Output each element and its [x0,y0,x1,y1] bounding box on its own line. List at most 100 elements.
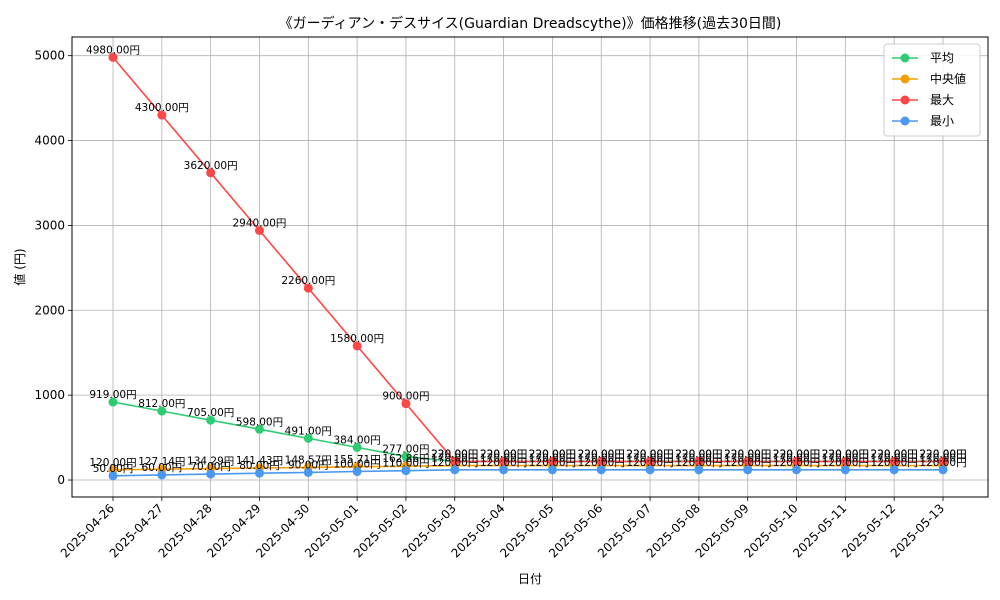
data-point [254,226,264,236]
series-line [112,56,943,463]
data-label: 220.00円 [822,448,869,460]
data-label: 170.00円 [773,453,820,465]
data-label: 220.00円 [675,448,722,460]
data-label: 220.00円 [626,448,673,460]
data-label: 110.00円 [382,458,429,470]
data-label: 919.00円 [89,389,136,401]
y-tick-label: 0 [57,473,65,487]
data-label: 120.00円 [919,457,966,469]
legend-label: 最大 [930,93,954,107]
data-label: 2940.00円 [233,218,287,230]
data-point [889,465,899,475]
data-label: 170.00円 [919,453,966,465]
data-point [889,456,899,466]
data-point [645,465,655,475]
data-point [938,456,948,466]
data-label: 120.00円 [871,457,918,469]
data-label: 4300.00円 [135,102,189,114]
data-point [694,465,704,475]
data-label: 120.00円 [724,457,771,469]
data-label: 220.00円 [626,448,673,460]
data-label: 220.00円 [919,448,966,460]
data-label: 170.00円 [480,453,527,465]
data-label: 220.00円 [431,448,478,460]
data-label: 170.00円 [724,453,771,465]
data-point [694,456,704,466]
data-point [352,442,362,452]
y-tick-label: 1000 [34,388,65,402]
data-label: 220.00円 [773,448,820,460]
data-point [303,283,313,293]
data-point [206,469,216,479]
data-label: 100.00円 [333,459,380,471]
data-label: 120.00円 [822,457,869,469]
data-label: 162.86円 [382,453,429,465]
data-point [792,465,802,475]
data-label: 120.00円 [529,457,576,469]
data-label: 4980.00円 [86,44,140,56]
data-label: 220.00円 [871,448,918,460]
series-line [112,464,943,471]
data-label: 900.00円 [382,391,429,403]
data-label: 3620.00円 [184,160,238,172]
data-label: 120.00円 [626,457,673,469]
data-label: 2260.00円 [281,275,335,287]
data-label: 70.00円 [190,461,231,473]
data-label: 120.00円 [578,457,625,469]
data-label: 134.29円 [187,456,234,468]
data-point [547,465,557,475]
data-label: 220.00円 [480,448,527,460]
data-point [254,424,264,434]
data-label: 220.00円 [431,448,478,460]
data-label: 148.57円 [285,454,332,466]
legend-marker [900,74,910,84]
series-lines [108,52,948,481]
data-label: 170.00円 [626,453,673,465]
data-label: 170.00円 [675,453,722,465]
data-point [743,456,753,466]
data-point [450,456,460,466]
data-label: 170.00円 [871,453,918,465]
data-point [303,467,313,477]
y-tick-label: 4000 [34,134,65,148]
data-label: 220.00円 [675,448,722,460]
data-label: 170.00円 [822,453,869,465]
data-point [743,465,753,475]
data-label: 120.00円 [480,457,527,469]
data-label: 80.00円 [239,460,280,472]
data-label: 220.00円 [529,448,576,460]
data-label: 812.00円 [138,398,185,410]
data-point [352,341,362,351]
data-point [840,456,850,466]
data-point [596,456,606,466]
data-label: 384.00円 [333,434,380,446]
data-label: 220.00円 [529,448,576,460]
data-label: 220.00円 [773,448,820,460]
data-label: 705.00円 [187,407,234,419]
data-point [450,465,460,475]
data-label: 170.00円 [431,453,478,465]
data-point [157,406,167,416]
data-label: 220.00円 [919,448,966,460]
data-point [645,456,655,466]
y-axis-label: 値 (円) [12,248,27,285]
grid [72,37,988,497]
data-label: 220.00円 [578,448,625,460]
chart-title: 《ガーディアン・デスサイス(Guardian Dreadscythe)》価格推移… [279,15,782,32]
data-label: 220.00円 [480,448,527,460]
legend-label: 中央値 [930,71,966,86]
data-point [499,456,509,466]
data-point [596,465,606,475]
data-point [157,470,167,480]
data-label: 120.00円 [431,457,478,469]
data-label: 598.00円 [236,416,283,428]
data-point [254,468,264,478]
data-label: 277.00円 [382,444,429,456]
data-label: 127.14円 [138,456,185,468]
data-label: 220.00円 [578,448,625,460]
data-point [840,465,850,475]
data-point [108,52,118,62]
